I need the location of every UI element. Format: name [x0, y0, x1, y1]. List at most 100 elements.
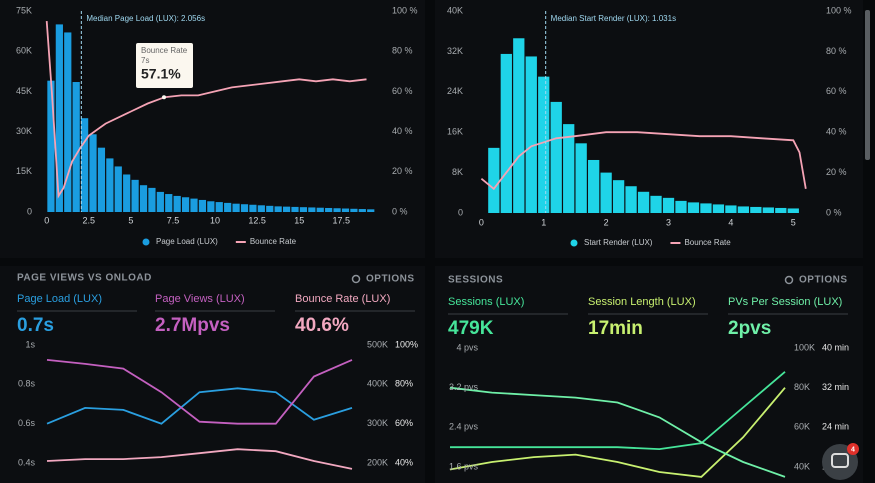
- histogram-bar: [181, 197, 190, 212]
- histogram-bar: [80, 118, 89, 212]
- histogram-bar: [333, 208, 341, 212]
- histogram-bar: [712, 204, 725, 213]
- histogram-bar: [775, 207, 787, 213]
- metric-label: Bounce Rate (LUX): [295, 293, 390, 305]
- histogram-bar: [282, 206, 291, 212]
- histogram-bar: [350, 208, 358, 212]
- histogram-bar: [274, 206, 282, 212]
- x-tick-label: 5: [791, 217, 796, 227]
- y2-tick-label: 40 %: [392, 126, 413, 136]
- histogram-bar: [308, 207, 316, 212]
- y-tick-label: 2.4 pvs: [449, 422, 479, 432]
- y2-tick-label: 60 %: [392, 86, 413, 96]
- options-button[interactable]: OPTIONS: [366, 274, 415, 285]
- histogram-bar: [737, 206, 750, 213]
- chat-icon: [831, 453, 849, 468]
- histogram-bar: [64, 32, 72, 212]
- metric-label: Page Views (LUX): [155, 293, 245, 305]
- histogram-bar: [316, 207, 324, 212]
- legend-symbol: [142, 238, 150, 246]
- y-tick-label: 0.8s: [18, 379, 36, 389]
- histogram-bar: [249, 204, 257, 212]
- metric-label: Page Load (LUX): [17, 293, 102, 305]
- histogram-bar: [358, 209, 366, 212]
- histogram-bar: [550, 101, 562, 213]
- histogram-bar: [762, 207, 774, 213]
- histogram-bar: [625, 186, 637, 213]
- tooltip-value: 57.1%: [141, 66, 181, 82]
- x-tick-label: 15: [294, 215, 304, 225]
- y-tick-label: 40K: [447, 5, 463, 15]
- x-tick-label: 17.5: [333, 215, 351, 225]
- histogram-bar: [89, 134, 97, 212]
- panel: [435, 0, 863, 258]
- metric-value: 479K: [448, 318, 494, 339]
- histogram-bar: [513, 38, 525, 213]
- options-icon: [784, 275, 794, 285]
- x-tick-label: 0: [44, 215, 49, 225]
- options-button[interactable]: OPTIONS: [799, 275, 848, 286]
- y2-tick-label: 60 %: [826, 86, 847, 96]
- histogram-bar: [47, 80, 55, 213]
- histogram-bar: [173, 195, 181, 212]
- histogram-bar: [538, 76, 550, 214]
- panel-title: PAGE VIEWS VS ONLOAD: [17, 273, 152, 284]
- histogram-bar: [106, 158, 114, 212]
- histogram-bar: [114, 166, 122, 212]
- x-tick-label: 2.5: [83, 215, 96, 225]
- y-tick-label: 3.2 pvs: [449, 382, 479, 392]
- y-tick-label: 0: [458, 207, 463, 217]
- chat-widget[interactable]: 4: [822, 443, 859, 480]
- y3-tick-label: 24 min: [822, 422, 849, 432]
- histogram-bar: [488, 147, 500, 213]
- y2-tick-label: 300K: [367, 418, 388, 428]
- median-annotation: Median Page Load (LUX): 2.056s: [86, 14, 205, 23]
- histogram-bar: [165, 194, 173, 212]
- histogram-bar: [266, 205, 274, 212]
- series-line: [46, 387, 353, 425]
- median-annotation: Median Start Render (LUX): 1.031s: [551, 14, 676, 23]
- histogram-bar: [725, 205, 737, 213]
- histogram-bar: [240, 204, 249, 212]
- tooltip: Bounce Rate 7s 57.1%: [136, 43, 193, 88]
- histogram-bar: [525, 56, 537, 214]
- histogram-bar: [198, 199, 207, 212]
- y2-tick-label: 60K: [794, 422, 810, 432]
- x-tick-label: 10: [210, 215, 220, 225]
- metric-value: 2pvs: [728, 318, 771, 339]
- histogram-bar: [612, 180, 625, 213]
- histogram-bar: [341, 208, 350, 212]
- x-tick-label: 2: [604, 217, 609, 227]
- histogram-bar: [55, 24, 63, 213]
- y2-tick-label: 80 %: [392, 46, 413, 56]
- metric-value: 0.7s: [17, 315, 54, 336]
- y2-tick-label: 200K: [367, 457, 388, 467]
- y-tick-label: 0: [27, 206, 32, 216]
- histogram-bar: [291, 206, 299, 212]
- metric-label: Session Length (LUX): [588, 296, 696, 308]
- histogram-bar: [588, 159, 600, 213]
- histogram-bar: [190, 198, 198, 212]
- y2-tick-label: 0 %: [392, 206, 408, 216]
- histogram-bar: [687, 202, 700, 213]
- series-line: [449, 386, 786, 478]
- histogram-bar: [215, 202, 223, 212]
- tooltip-box: [136, 43, 193, 88]
- metric-value: 40.6%: [295, 315, 349, 336]
- options-icon: [351, 274, 361, 284]
- series-line: [480, 131, 807, 191]
- x-tick-label: 1: [541, 217, 546, 227]
- y-tick-label: 24K: [447, 86, 463, 96]
- scrollbar: [865, 10, 870, 160]
- histogram-bar: [662, 197, 675, 213]
- histogram-bar: [257, 205, 265, 212]
- y3-tick-label: 40 min: [822, 342, 849, 352]
- chart: [449, 371, 786, 478]
- y-tick-label: 4 pvs: [456, 342, 478, 352]
- histogram-bar: [224, 202, 232, 212]
- legend-label: Bounce Rate: [684, 238, 731, 247]
- histogram-bar: [232, 203, 240, 212]
- x-tick-label: 12.5: [248, 215, 266, 225]
- histogram-bar: [700, 203, 712, 213]
- histogram-bar: [325, 207, 333, 212]
